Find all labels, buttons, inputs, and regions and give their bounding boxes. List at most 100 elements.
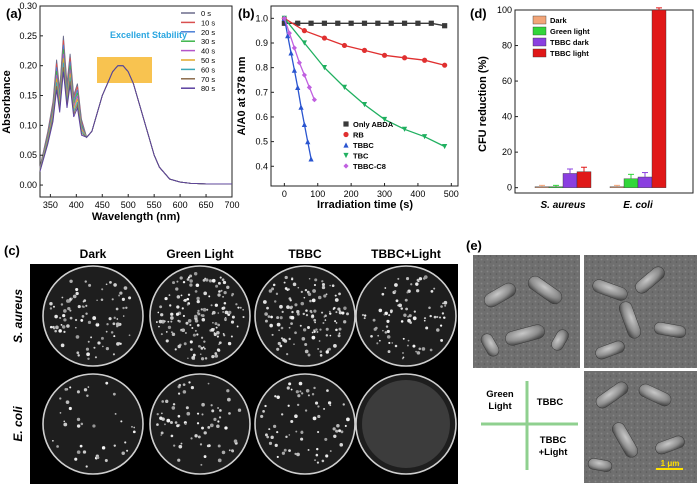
data-point xyxy=(428,20,434,26)
colony xyxy=(319,354,323,357)
colony xyxy=(169,304,172,307)
colony xyxy=(212,321,214,324)
colony xyxy=(61,296,64,299)
x-tick-label: 0 xyxy=(282,189,287,199)
colony xyxy=(300,290,303,293)
bar xyxy=(637,176,653,188)
colony xyxy=(394,344,398,348)
colony xyxy=(294,303,298,307)
colony xyxy=(182,383,186,387)
colony xyxy=(178,444,183,449)
colony xyxy=(174,421,178,424)
colony xyxy=(317,295,322,300)
colony xyxy=(329,450,332,452)
colony xyxy=(180,294,183,297)
colony xyxy=(86,352,90,357)
x-tick-label: 400 xyxy=(410,189,425,199)
panel-c-label: (c) xyxy=(4,243,20,258)
colony xyxy=(313,283,317,287)
colony xyxy=(215,284,219,288)
colony xyxy=(235,303,238,306)
colony xyxy=(116,318,119,320)
colony xyxy=(204,357,208,360)
colony xyxy=(322,321,325,324)
colony xyxy=(237,408,242,412)
colony xyxy=(276,395,280,399)
bacterium-rod xyxy=(612,422,638,458)
colony xyxy=(168,294,171,296)
colony xyxy=(224,310,229,315)
colony xyxy=(160,333,163,336)
colony xyxy=(53,327,56,330)
data-point xyxy=(321,35,328,41)
colony xyxy=(231,294,234,297)
legend-entry: RB xyxy=(353,131,364,140)
colony xyxy=(283,281,286,284)
colony xyxy=(318,340,321,342)
colony xyxy=(174,348,177,351)
y-tick-label: 0.7 xyxy=(255,87,268,97)
colony xyxy=(429,348,433,352)
colony xyxy=(281,451,286,455)
colony xyxy=(112,353,116,356)
colony xyxy=(402,352,404,354)
data-point xyxy=(361,47,368,53)
colony xyxy=(338,327,342,331)
x-tick-label: 500 xyxy=(121,200,136,210)
colony xyxy=(343,320,347,324)
data-point xyxy=(301,40,307,46)
colony xyxy=(75,288,79,292)
colony xyxy=(190,348,193,351)
colony xyxy=(60,303,64,306)
colony xyxy=(192,333,196,337)
colony xyxy=(291,310,294,314)
colony xyxy=(60,343,65,348)
colony xyxy=(413,310,416,313)
colony xyxy=(430,290,434,293)
y-tick-label: 0.6 xyxy=(255,112,268,122)
colony xyxy=(428,306,431,309)
empty-plate xyxy=(362,380,450,468)
petri-dish xyxy=(149,265,251,367)
colony xyxy=(222,295,224,298)
colony xyxy=(49,307,53,310)
colony xyxy=(287,404,290,407)
colony xyxy=(295,390,299,394)
colony xyxy=(290,419,294,424)
data-point xyxy=(285,32,291,39)
y-tick-label: 1.0 xyxy=(255,13,268,23)
colony xyxy=(214,352,218,355)
colony xyxy=(290,315,295,320)
colony xyxy=(262,300,267,304)
colony xyxy=(177,458,181,462)
colony xyxy=(207,382,210,385)
x-tick-label: 400 xyxy=(69,200,84,210)
colony xyxy=(334,298,339,302)
data-point xyxy=(311,97,318,103)
panel-c: (c) Dark Green Light TBBC TBBC+Light S. aur… xyxy=(4,243,458,484)
colony xyxy=(268,441,273,445)
bar xyxy=(562,173,578,188)
colony xyxy=(338,292,341,296)
colony xyxy=(69,279,73,284)
colony xyxy=(208,295,211,298)
y-tick-label: 0.30 xyxy=(19,1,37,11)
scale-bar-label: 1 μm xyxy=(661,459,680,468)
colony xyxy=(159,416,163,420)
colony xyxy=(264,319,268,323)
colony xyxy=(221,278,225,282)
colony xyxy=(170,312,174,316)
colony xyxy=(307,326,310,330)
colony xyxy=(308,277,311,280)
colony xyxy=(200,463,203,466)
colony xyxy=(410,283,413,286)
colony xyxy=(58,329,62,333)
colony xyxy=(307,353,311,357)
colony xyxy=(76,450,81,454)
colony xyxy=(69,316,73,320)
colony xyxy=(283,448,287,452)
colony xyxy=(221,450,226,455)
colony xyxy=(101,288,104,291)
colony xyxy=(293,343,295,345)
colony xyxy=(277,341,281,346)
